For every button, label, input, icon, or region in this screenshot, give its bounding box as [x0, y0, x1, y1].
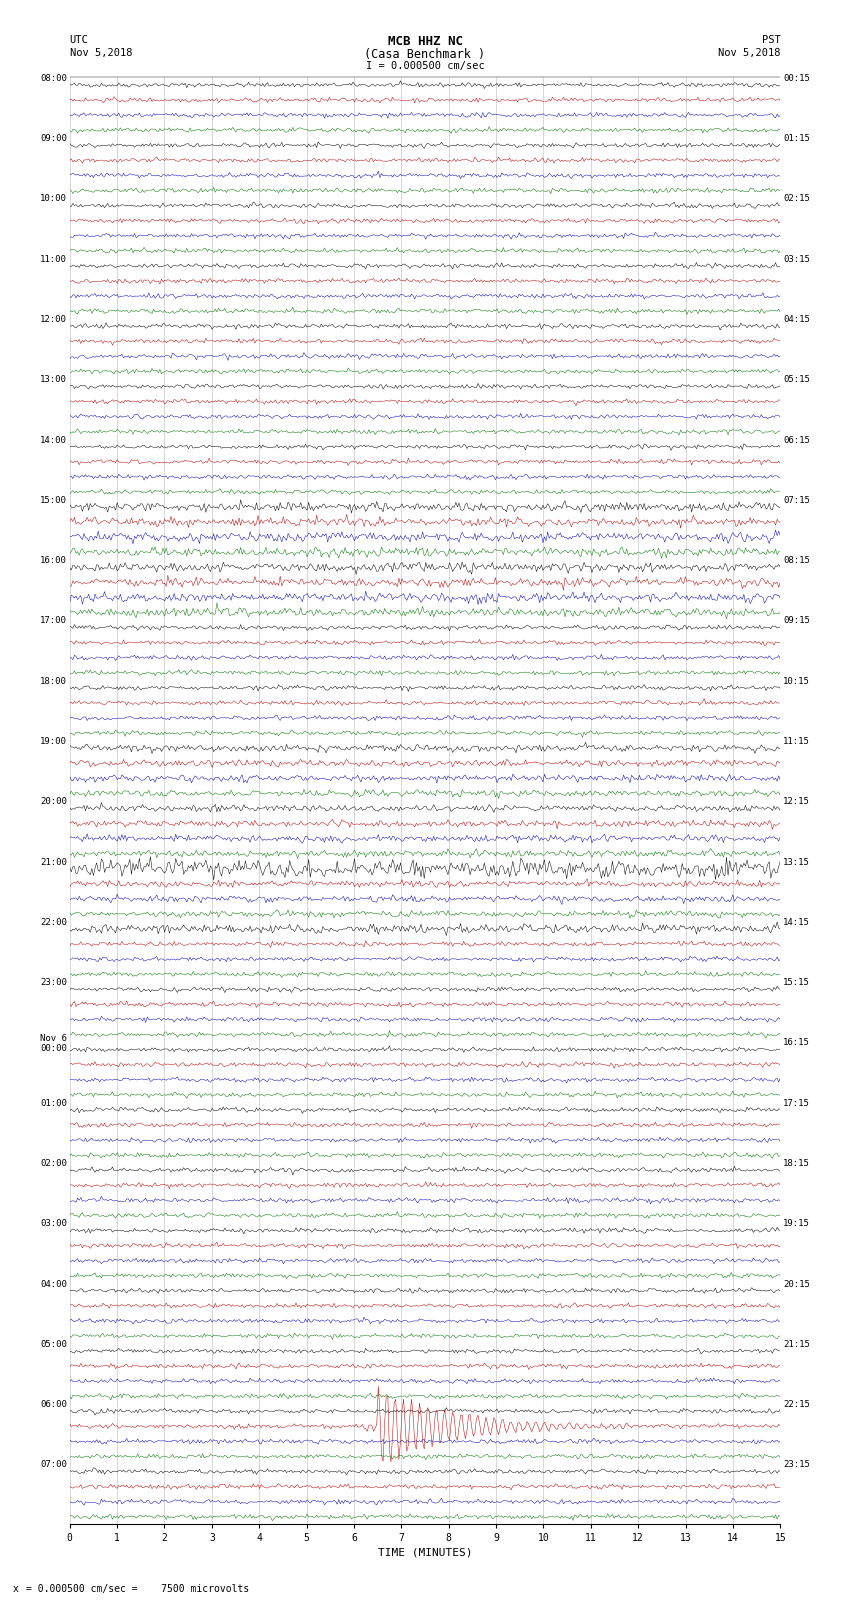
Text: I = 0.000500 cm/sec: I = 0.000500 cm/sec — [366, 61, 484, 71]
Text: x: x — [13, 1584, 19, 1594]
X-axis label: TIME (MINUTES): TIME (MINUTES) — [377, 1547, 473, 1558]
Text: MCB HHZ NC: MCB HHZ NC — [388, 35, 462, 48]
Text: UTC: UTC — [70, 35, 88, 45]
Text: = 0.000500 cm/sec =    7500 microvolts: = 0.000500 cm/sec = 7500 microvolts — [26, 1584, 249, 1594]
Text: PST: PST — [762, 35, 780, 45]
Text: (Casa Benchmark ): (Casa Benchmark ) — [365, 48, 485, 61]
Text: Nov 5,2018: Nov 5,2018 — [717, 48, 780, 58]
Text: Nov 5,2018: Nov 5,2018 — [70, 48, 133, 58]
